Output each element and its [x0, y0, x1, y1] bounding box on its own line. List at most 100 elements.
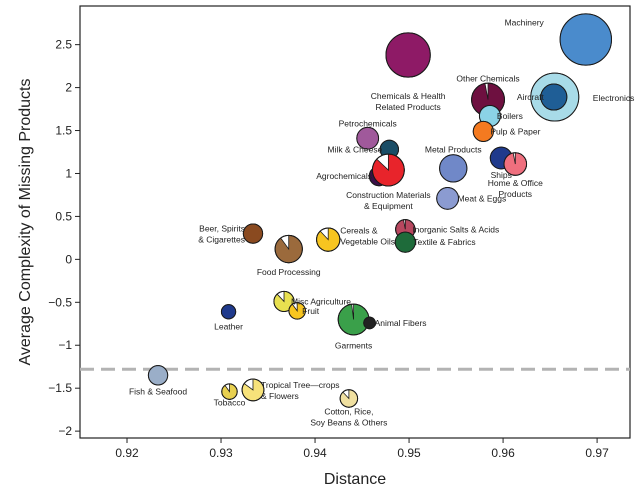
bubble-label-line: Chemicals & Health	[371, 91, 446, 101]
x-tick-label: 0.96	[491, 446, 515, 460]
bubble-label-line: Products	[499, 189, 533, 199]
bubble-rim	[288, 302, 306, 320]
bubble-fill	[220, 304, 237, 320]
bubble-label-line: & Equipment	[364, 201, 413, 211]
bubble-fill	[436, 187, 459, 210]
bubble-label-line: Garments	[335, 340, 372, 350]
x-axis-title: Distance	[324, 471, 386, 488]
bubble-label-line: & Cigarettes	[198, 235, 245, 245]
y-axis-title: Average Complexity of Missing Products	[17, 79, 34, 366]
bubble-rim	[274, 234, 303, 264]
y-tick-label: −2	[58, 424, 72, 438]
bubble	[394, 231, 416, 253]
y-tick-label: −1.5	[48, 381, 72, 395]
bubble	[472, 120, 494, 142]
bubble-label-line: Milk & Cheese	[328, 144, 383, 154]
bubble	[559, 13, 612, 66]
bubble-label-line: Machinery	[505, 17, 545, 27]
bubble-label-line: Tobacco	[214, 398, 246, 408]
bubble-label: Fish & Seafood	[129, 386, 187, 396]
bubble	[540, 83, 568, 111]
bubble	[439, 154, 468, 183]
bubble-label-line: Fish & Seafood	[129, 386, 187, 396]
bubble	[273, 290, 295, 313]
bubble	[242, 223, 264, 244]
bubble-label-line: Other Chemicals	[456, 74, 519, 84]
bubble-label: Electronics	[593, 93, 635, 103]
bubble-rim	[339, 389, 359, 408]
bubble-label-line: Electronics	[593, 93, 635, 103]
bubble	[274, 234, 303, 264]
bubble-label-line: Animal Fibers	[375, 318, 427, 328]
bubble-label-line: Pulp & Paper	[490, 126, 540, 136]
bubble-label: Chemicals & Health Related Products	[371, 91, 446, 112]
bubble-label: Home & Office Products	[488, 178, 543, 199]
bubble	[339, 389, 359, 408]
y-tick-label: −0.5	[48, 295, 72, 309]
bubble-label: Petrochemicals	[339, 118, 397, 128]
bubble-label: Garments	[335, 340, 372, 350]
bubble-label-line: Beer, Spirits	[199, 224, 245, 234]
bubble-fill	[394, 231, 416, 253]
bubble-fill	[540, 83, 568, 111]
bubble-label: Construction Materials & Equipment	[346, 190, 431, 211]
bubble-fill	[385, 32, 431, 78]
x-tick-label: 0.97	[585, 446, 609, 460]
bubble-label: Machinery	[505, 17, 545, 27]
bubble-label: Cereals & Vegetable Oils	[340, 226, 395, 247]
bubble-label: Metal Products	[425, 144, 482, 154]
bubble-label: Tropical Tree—crops & Flowers	[261, 380, 340, 401]
bubble-rim	[273, 290, 295, 313]
bubble	[356, 126, 380, 150]
bubble-label-line: Ships	[491, 170, 512, 180]
bubble-label: Cotton, Rice, Soy Beans & Others	[310, 406, 387, 427]
bubble-label-line: Vegetable Oils	[340, 237, 395, 247]
bubble	[371, 153, 405, 187]
bubble	[503, 152, 528, 176]
bubble-label-line: Inorganic Salts & Acids	[412, 224, 499, 234]
bubble-label-line: Misc Agriculture	[291, 296, 351, 306]
x-tick-label: 0.93	[209, 446, 233, 460]
bubble-label-line: Boilers	[497, 111, 523, 121]
x-tick-label: 0.94	[303, 446, 327, 460]
x-tick-label: 0.92	[115, 446, 139, 460]
bubble-rim	[221, 383, 238, 400]
bubble-label: Leather	[214, 322, 243, 332]
bubble-label: Misc Agriculture	[291, 296, 351, 306]
bubble-label: Textile & Fabrics	[413, 237, 475, 247]
bubble	[147, 365, 169, 386]
bubble-labels: Machinery Electronics Aircraft Chemicals & …	[129, 17, 634, 427]
bubble-label: Milk & Cheese	[328, 144, 383, 154]
bubble-label: Pulp & Paper	[490, 126, 540, 136]
bubble-fill	[147, 365, 169, 386]
plot-border	[79, 5, 631, 439]
bubble-label: Ships	[491, 170, 512, 180]
bubble-rim	[241, 378, 265, 402]
y-axis: 2.5 2 1.5 1 0.5 0 −0.5 −1 −1.5 −2	[48, 38, 80, 438]
bubble-fill	[559, 13, 612, 66]
y-tick-label: 1.5	[55, 124, 72, 138]
bubble-label: Aircraft	[517, 92, 545, 102]
y-tick-label: −1	[58, 338, 72, 352]
bubbles	[147, 13, 612, 408]
y-tick-label: 0.5	[55, 209, 72, 223]
bubble-fill	[242, 223, 264, 244]
bubble-label-line: Cotton, Rice,	[324, 406, 373, 416]
y-tick-label: 0	[65, 252, 72, 266]
bubble-fill	[356, 126, 380, 150]
bubble-label: Meat & Eggs	[458, 193, 507, 203]
bubble-rim	[316, 227, 341, 252]
bubble-label-line: Home & Office	[488, 178, 543, 188]
x-tick-label: 0.95	[397, 446, 421, 460]
bubble-label-line: Aircraft	[517, 92, 545, 102]
bubble-label: Agrochemicals	[316, 171, 372, 181]
plot-frame	[79, 5, 631, 439]
bubble	[288, 302, 306, 320]
bubble-label: Food Processing	[257, 267, 321, 277]
bubble-label: Beer, Spirits & Cigarettes	[198, 224, 245, 245]
bubble-label-line: Tropical Tree—crops	[261, 380, 340, 390]
bubble-label-line: Petrochemicals	[339, 118, 397, 128]
bubble-label-line: Metal Products	[425, 144, 482, 154]
bubble-label-line: Leather	[214, 322, 243, 332]
